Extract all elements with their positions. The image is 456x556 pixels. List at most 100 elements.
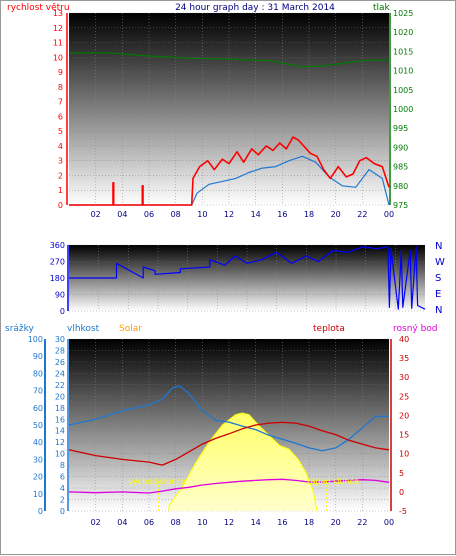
time-axis-tick-label: 06 <box>144 518 154 527</box>
humidity-axis-tick-label: 18 <box>55 404 65 413</box>
temperature-axis-tick-label: 25 <box>399 392 409 401</box>
time-axis-tick-label: 00 <box>384 210 394 219</box>
time-axis-tick-label: 08 <box>171 518 181 527</box>
humidity-axis-tick-label: 0 <box>60 507 65 516</box>
pressure-axis-tick-label: 975 <box>393 201 408 210</box>
wind-axis-tick-label: 8 <box>58 83 63 92</box>
time-axis-tick-label: 08 <box>171 210 181 219</box>
compass-label: N <box>435 305 442 316</box>
rain-axis-tick-label: 90 <box>33 352 43 361</box>
humidity-axis-tick-label: 20 <box>55 392 65 401</box>
rain-axis-tick-label: 20 <box>33 473 43 482</box>
wind-gust-line <box>69 136 390 206</box>
wind-axis-tick-label: 11 <box>53 39 63 48</box>
wind-axis-tick-label: 9 <box>58 68 63 77</box>
dewpoint-axis-title: rosný bod <box>393 324 438 334</box>
temperature-axis-tick-label: 10 <box>399 450 409 459</box>
temperature-axis-tick-label: 35 <box>399 354 409 363</box>
compass-label: E <box>435 289 441 300</box>
humidity-axis-tick-label: 16 <box>55 415 65 424</box>
humidity-axis-tick-label: 6 <box>60 473 65 482</box>
compass-label: W <box>435 257 445 268</box>
time-axis-tick-label: 16 <box>277 518 287 527</box>
wind-axis-tick-label: 13 <box>53 9 63 18</box>
pressure-axis-tick-label: 1000 <box>393 105 413 114</box>
humidity-axis-tick-label: 8 <box>60 461 65 470</box>
pressure-axis-tick-label: 995 <box>393 124 408 133</box>
wind-direction-line <box>69 246 426 310</box>
temperature-axis-title: teplota <box>313 324 345 334</box>
compass-label: N <box>435 241 442 252</box>
direction-axis-tick-label: 0 <box>60 307 65 316</box>
humidity-axis-title: vlhkost <box>67 324 100 334</box>
time-axis-tick-label: 22 <box>357 518 367 527</box>
wind-axis-tick-label: 5 <box>58 127 63 136</box>
solar-axis-title: Solar <box>119 324 142 334</box>
pressure-axis-tick-label: 1010 <box>393 67 413 76</box>
temperature-axis-tick-label: 5 <box>399 469 404 478</box>
time-axis-tick-label: 10 <box>197 210 207 219</box>
direction-axis-tick-label: 180 <box>50 274 65 283</box>
direction-axis-tick-label: 270 <box>50 258 65 267</box>
temperature-axis-tick-label: 0 <box>399 488 404 497</box>
pressure-axis-tick-label: 985 <box>393 163 408 172</box>
temperature-axis-tick-label: 40 <box>399 335 409 344</box>
pressure-axis-tick-label: 1020 <box>393 28 413 37</box>
wind-axis-tick-label: 3 <box>58 157 63 166</box>
time-axis-tick-label: 20 <box>331 210 341 219</box>
rain-axis-tick-label: 30 <box>33 455 43 464</box>
humidity-axis-tick-label: 14 <box>55 427 65 436</box>
rain-axis-tick-label: 0 <box>38 507 43 516</box>
humidity-axis-tick-label: 2 <box>60 496 65 505</box>
time-axis-tick-label: 14 <box>251 210 261 219</box>
humidity-axis-tick-label: 24 <box>55 369 65 378</box>
rain-axis-tick-label: 100 <box>28 335 43 344</box>
time-axis-tick-label: 10 <box>197 518 207 527</box>
rain-axis-tick-label: 40 <box>33 438 43 447</box>
time-axis-tick-label: 12 <box>224 518 234 527</box>
wind-axis-tick-label: 6 <box>58 112 63 121</box>
time-axis-tick-label: 16 <box>277 210 287 219</box>
humidity-axis-tick-label: 12 <box>55 438 65 447</box>
compass-label: S <box>435 273 441 284</box>
temperature-axis-tick-label: -5 <box>399 507 407 516</box>
humidity-axis-tick-label: 22 <box>55 381 65 390</box>
time-axis-tick-label: 18 <box>304 518 314 527</box>
pressure-axis-tick-label: 1025 <box>393 9 413 18</box>
humidity-axis-tick-label: 30 <box>55 335 65 344</box>
humidity-axis-tick-label: 28 <box>55 346 65 355</box>
wind-axis-tick-label: 1 <box>58 186 63 195</box>
pressure-axis-tick-label: 980 <box>393 182 408 191</box>
solar-radiation-area <box>168 412 318 512</box>
temperature-line <box>68 421 390 466</box>
pressure-axis-tick-label: 1015 <box>393 47 413 56</box>
rain-axis-tick-label: 50 <box>33 421 43 430</box>
humidity-axis-tick-label: 4 <box>60 484 65 493</box>
direction-axis-tick-label: 360 <box>50 241 65 250</box>
time-axis-tick-label: 22 <box>357 210 367 219</box>
direction-axis-tick-label: 90 <box>55 291 65 300</box>
wind-axis-tick-label: 2 <box>58 171 63 180</box>
wind-axis-tick-label: 7 <box>58 98 63 107</box>
time-axis-tick-label: 14 <box>251 518 261 527</box>
time-axis-tick-label: 20 <box>331 518 341 527</box>
chart-title: 24 hour graph day : 31 March 2014 <box>175 3 335 13</box>
wind-axis-tick-label: 4 <box>58 142 63 151</box>
pressure-axis-title: tlak <box>373 3 391 13</box>
time-axis-tick-label: 04 <box>117 210 127 219</box>
dewpoint-line <box>68 478 390 494</box>
time-axis-tick-label: 02 <box>91 518 101 527</box>
rain-axis-tick-label: 70 <box>33 387 43 396</box>
time-axis-tick-label: 04 <box>117 518 127 527</box>
sunset-label: západ slunce <box>306 477 359 486</box>
pressure-line <box>69 52 390 68</box>
temperature-axis-tick-label: 15 <box>399 431 409 440</box>
humidity-axis-tick-label: 10 <box>55 450 65 459</box>
pressure-axis-tick-label: 1005 <box>393 86 413 95</box>
wind-axis-tick-label: 12 <box>53 24 63 33</box>
time-axis-tick-label: 06 <box>144 210 154 219</box>
rain-axis-tick-label: 80 <box>33 369 43 378</box>
time-axis-tick-label: 12 <box>224 210 234 219</box>
